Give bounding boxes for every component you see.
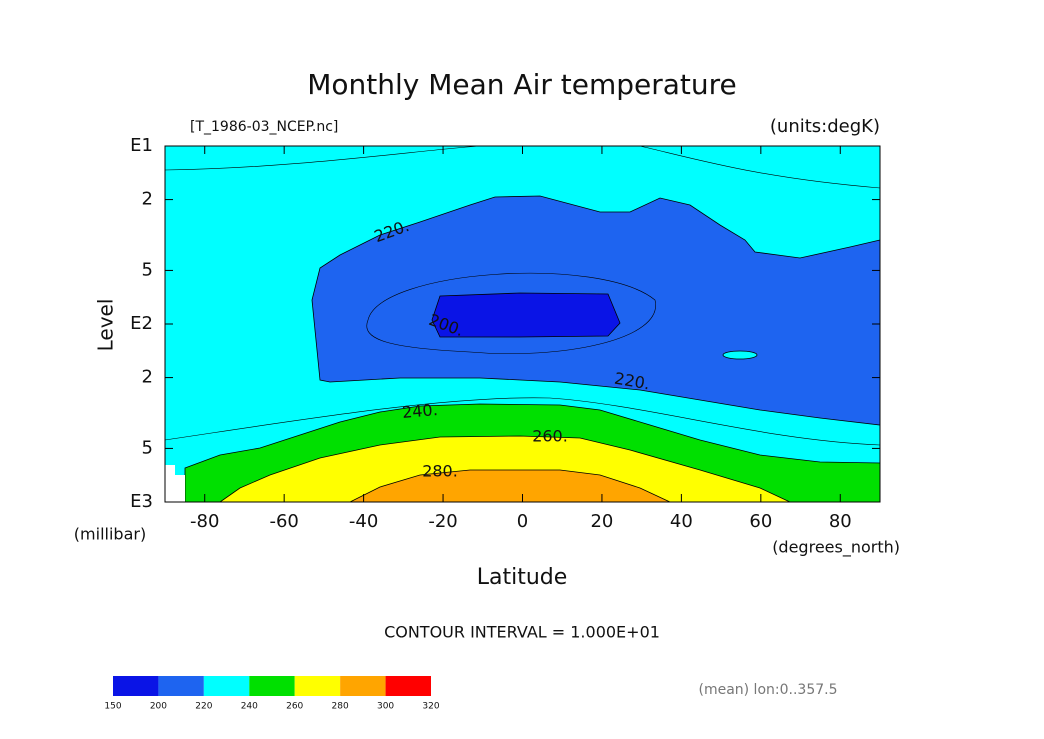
y-tick-label: 5	[142, 259, 153, 280]
footnote: CONTOUR INTERVAL = 1.000E+01	[384, 623, 660, 642]
x-tick-label: -40	[349, 511, 378, 532]
x-tick-label: 40	[670, 511, 693, 532]
colorbar-segment	[203, 676, 250, 696]
colorbar-label: 200	[150, 702, 167, 712]
y-tick-label: E3	[130, 491, 153, 512]
colorbar-segment	[340, 676, 386, 696]
colorbar-label: 260	[286, 702, 303, 712]
x-tick-label: -20	[428, 511, 457, 532]
contour-label: 280.	[422, 462, 458, 481]
subtitle-right: (units:degK)	[770, 116, 880, 137]
colorbar-label: 300	[377, 702, 394, 712]
y-axis-label: Level	[94, 299, 118, 352]
x-tick-label: 0	[517, 511, 528, 532]
contour-region	[218, 435, 791, 503]
colorbar-label: 220	[195, 702, 212, 712]
colorbar-segment	[385, 676, 431, 696]
y-tick-label: E1	[130, 135, 153, 156]
chart-title: Monthly Mean Air temperature	[307, 68, 737, 101]
contour-region	[431, 292, 621, 338]
contour-region	[722, 350, 758, 360]
missing-data	[165, 465, 185, 502]
x-tick-label: 60	[749, 511, 772, 532]
colorbar-label: 320	[422, 702, 439, 712]
colorbar-label: 280	[332, 702, 349, 712]
x-axis-label: Latitude	[477, 565, 568, 590]
y-tick-label: 2	[142, 367, 153, 388]
subtitle-left: [T_1986-03_NCEP.nc]	[190, 119, 338, 135]
contour-region	[349, 469, 671, 503]
note: (mean) lon:0..357.5	[698, 682, 837, 698]
y-tick-label: E2	[130, 313, 153, 334]
colorbar-segment	[113, 676, 159, 696]
contour-label: 260.	[532, 427, 568, 446]
contour-field: 220.200.220.240.260.280.	[164, 145, 881, 503]
colorbar-label: 150	[104, 702, 121, 712]
x-units: (degrees_north)	[772, 538, 900, 558]
x-tick-label: -80	[190, 511, 219, 532]
colorbar-segment	[294, 676, 341, 696]
contour-label: 240.	[401, 400, 438, 422]
contour-line	[164, 145, 881, 446]
colorbar-segment	[158, 676, 204, 696]
x-tick-label: 20	[590, 511, 613, 532]
colorbar-segment	[249, 676, 295, 696]
colorbar-label: 240	[241, 702, 258, 712]
x-tick-label: 80	[829, 511, 852, 532]
y-tick-label: 2	[142, 189, 153, 210]
y-tick-label: 5	[142, 437, 153, 458]
x-tick-label: -60	[269, 511, 298, 532]
y-units: (millibar)	[74, 525, 146, 544]
